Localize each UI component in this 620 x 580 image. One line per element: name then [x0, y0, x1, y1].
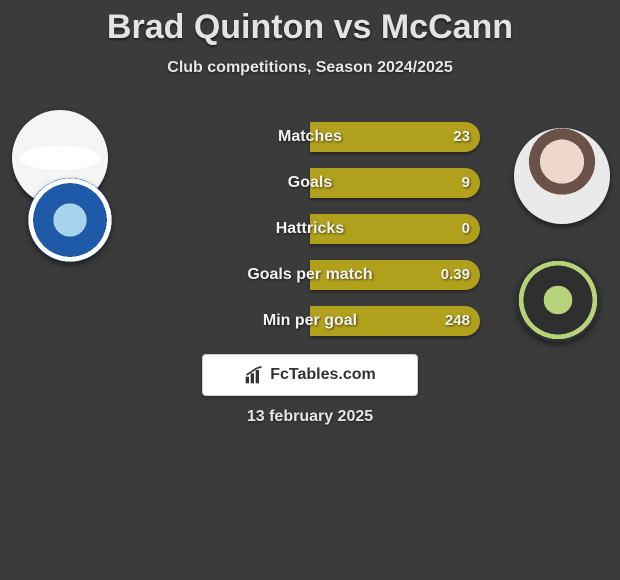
stat-row: Hattricks0 — [0, 212, 620, 258]
brand-text: FcTables.com — [270, 366, 376, 384]
stat-label: Matches — [0, 122, 620, 152]
stat-label: Goals — [0, 168, 620, 198]
stat-value-right: 0 — [462, 214, 470, 244]
stat-label: Min per goal — [0, 306, 620, 336]
stat-value-right: 23 — [453, 122, 470, 152]
page-title: Brad Quinton vs McCann — [0, 0, 620, 47]
stat-value-right: 9 — [462, 168, 470, 198]
subtitle: Club competitions, Season 2024/2025 — [0, 59, 620, 77]
stat-label: Hattricks — [0, 214, 620, 244]
stat-value-right: 0.39 — [441, 260, 470, 290]
stat-label: Goals per match — [0, 260, 620, 290]
stats-area: Matches23Goals9Hattricks0Goals per match… — [0, 120, 620, 350]
stat-row: Min per goal248 — [0, 304, 620, 350]
stat-value-right: 248 — [445, 306, 470, 336]
stat-row: Goals per match0.39 — [0, 258, 620, 304]
brand-box: FcTables.com — [202, 354, 418, 396]
chart-icon — [244, 365, 264, 385]
date-line: 13 february 2025 — [0, 408, 620, 426]
stat-row: Matches23 — [0, 120, 620, 166]
stat-row: Goals9 — [0, 166, 620, 212]
